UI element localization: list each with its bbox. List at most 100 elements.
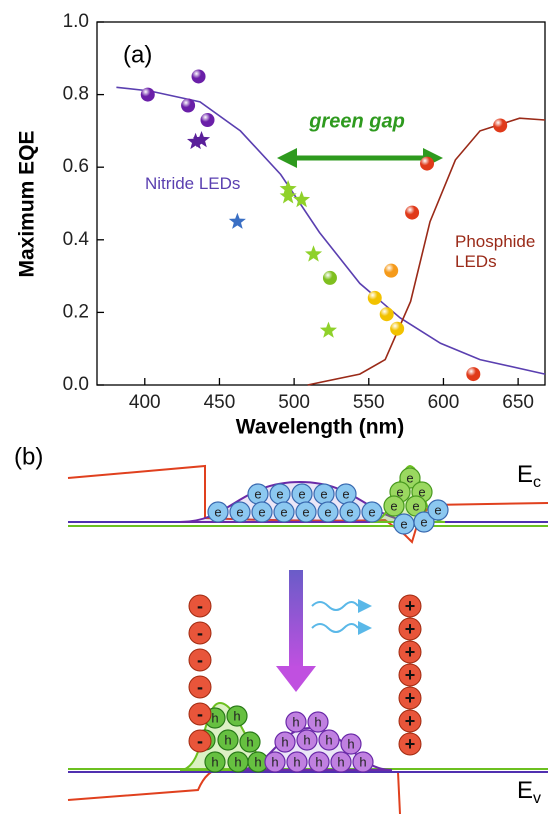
hole-label: h	[292, 714, 299, 729]
hole-label: h	[293, 754, 300, 769]
double-arrow	[277, 148, 443, 168]
hole: h	[218, 730, 238, 750]
y-tick-label: 0.2	[63, 301, 89, 322]
electron: e	[248, 484, 268, 504]
hole: h	[319, 730, 339, 750]
band-label: Ec	[517, 461, 541, 491]
fixed-charge: -	[189, 703, 211, 725]
electron-label: e	[214, 504, 221, 519]
panel-label: (b)	[14, 443, 43, 470]
hole-label: h	[246, 734, 253, 749]
electron: e	[340, 502, 360, 522]
fixed-charge: +	[399, 618, 421, 640]
valence-band-edge	[68, 769, 400, 814]
x-tick-label: 500	[278, 392, 310, 413]
charge-sign: +	[405, 665, 416, 685]
electron: e	[384, 496, 404, 516]
electron-label: e	[280, 504, 287, 519]
fixed-charge: -	[189, 730, 211, 752]
data-point	[323, 271, 337, 285]
charge-sign: -	[197, 623, 203, 643]
electron-label: e	[420, 514, 427, 529]
band-symbol: E	[517, 461, 533, 488]
data-point	[368, 291, 382, 305]
electron: e	[336, 484, 356, 504]
hole: h	[205, 752, 225, 772]
y-tick-label: 0.4	[63, 229, 90, 250]
hole: h	[309, 752, 329, 772]
fixed-charge: +	[399, 595, 421, 617]
electron-label: e	[236, 504, 243, 519]
charge-sign: +	[405, 688, 416, 708]
electron: e	[428, 500, 448, 520]
y-tick-label: 0.8	[63, 84, 89, 105]
y-axis-title: Maximum EQE	[16, 130, 39, 277]
fixed-charge: +	[399, 733, 421, 755]
figure: (a) Wavelength (nm) Maximum EQE green ga…	[0, 0, 552, 814]
charge-sign: -	[197, 650, 203, 670]
data-point	[405, 206, 419, 220]
electron-label: e	[346, 504, 353, 519]
x-tick-label: 450	[204, 392, 236, 413]
charge-sign: -	[197, 677, 203, 697]
electron-label: e	[302, 504, 309, 519]
band-label: Ev	[517, 777, 541, 807]
band-diagram: (b) Ec Ev eeeeeeeeeeeeeeeeeeeeehhhhhhhhh…	[14, 443, 548, 814]
x-tick-label: 400	[129, 392, 161, 413]
series-label: Phosphide LEDs	[455, 232, 540, 272]
hole-label: h	[281, 734, 288, 749]
y-tick-label: 1.0	[63, 11, 89, 32]
electron-label: e	[258, 504, 265, 519]
electron-label: e	[298, 486, 305, 501]
data-point	[380, 307, 394, 321]
electron-label: e	[342, 486, 349, 501]
hole: h	[228, 752, 248, 772]
electron-label: e	[368, 504, 375, 519]
fixed-charge: -	[189, 595, 211, 617]
hole-label: h	[359, 754, 366, 769]
hole: h	[308, 712, 328, 732]
electron: e	[318, 502, 338, 522]
electron-label: e	[434, 502, 441, 517]
fixed-charge: +	[399, 664, 421, 686]
electron: e	[270, 484, 290, 504]
band-subscript: v	[533, 790, 541, 807]
fixed-charge: +	[399, 710, 421, 732]
hole-label: h	[254, 754, 261, 769]
data-point	[192, 69, 206, 83]
hole: h	[286, 712, 306, 732]
hole: h	[275, 732, 295, 752]
fixed-charge: -	[189, 649, 211, 671]
hole-label: h	[211, 710, 218, 725]
data-point	[390, 322, 404, 336]
x-tick-label: 550	[353, 392, 385, 413]
hole: h	[341, 734, 361, 754]
x-tick-label: 650	[502, 392, 534, 413]
electron: e	[252, 502, 272, 522]
data-point	[466, 367, 480, 381]
hole: h	[240, 732, 260, 752]
electron-label: e	[390, 498, 397, 513]
hole-label: h	[347, 736, 354, 751]
x-axis-title: Wavelength (nm)	[236, 416, 404, 439]
hole: h	[265, 752, 285, 772]
electron: e	[314, 484, 334, 504]
fixed-charge: +	[399, 641, 421, 663]
charge-sign: -	[197, 596, 203, 616]
electron: e	[292, 484, 312, 504]
electron-label: e	[412, 498, 419, 513]
hole: h	[331, 752, 351, 772]
data-point	[305, 245, 322, 261]
hole-label: h	[337, 754, 344, 769]
hole-label: h	[234, 754, 241, 769]
x-tick-label: 600	[428, 392, 460, 413]
hole-label: h	[303, 732, 310, 747]
data-point	[141, 88, 155, 102]
electron-label: e	[406, 470, 413, 485]
charge-sign: +	[405, 734, 416, 754]
charge-sign: +	[405, 642, 416, 662]
electron: e	[296, 502, 316, 522]
electron-label: e	[400, 516, 407, 531]
recombination-arrow	[276, 570, 316, 692]
